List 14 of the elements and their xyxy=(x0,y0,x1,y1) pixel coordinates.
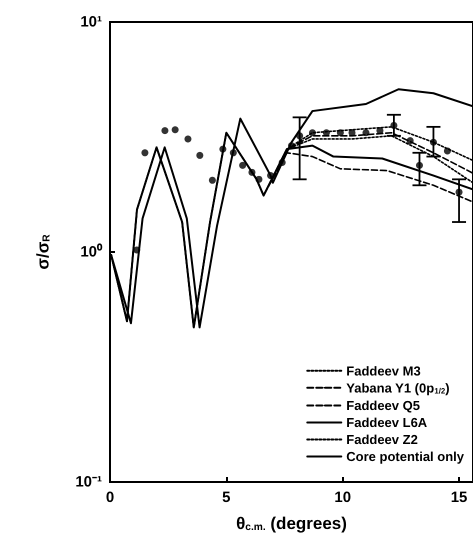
legend-label: Faddeev Q5 xyxy=(346,398,420,413)
legend-label: Faddeev M3 xyxy=(346,363,421,378)
legend-label: Faddeev Z2 xyxy=(346,432,418,447)
x-tick-label: 5 xyxy=(222,489,231,506)
y-axis-title: σ/σR xyxy=(33,234,52,270)
x-tick-label: 15 xyxy=(450,489,468,506)
legend-label: Core potential only xyxy=(346,449,465,464)
legend-label: Faddeev L6A xyxy=(346,415,428,430)
x-tick-label: 10 xyxy=(334,489,352,506)
x-axis-title: θc.m. (degrees) xyxy=(236,514,347,533)
x-tick-label: 0 xyxy=(106,489,114,506)
y-tick-label: 10⁻¹ xyxy=(75,474,102,490)
y-tick-label: 10¹ xyxy=(80,14,102,30)
y-tick-label: 10⁰ xyxy=(80,242,103,260)
